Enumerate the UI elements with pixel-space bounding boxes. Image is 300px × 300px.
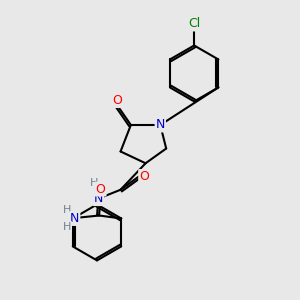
Text: H: H — [63, 222, 71, 232]
Text: H: H — [90, 178, 98, 188]
Text: N: N — [156, 118, 165, 131]
Text: N: N — [94, 192, 103, 205]
Text: O: O — [113, 94, 122, 107]
Text: O: O — [96, 182, 106, 196]
Text: O: O — [139, 170, 149, 183]
Text: Cl: Cl — [188, 17, 200, 31]
Text: N: N — [70, 212, 80, 225]
Text: H: H — [63, 205, 71, 214]
